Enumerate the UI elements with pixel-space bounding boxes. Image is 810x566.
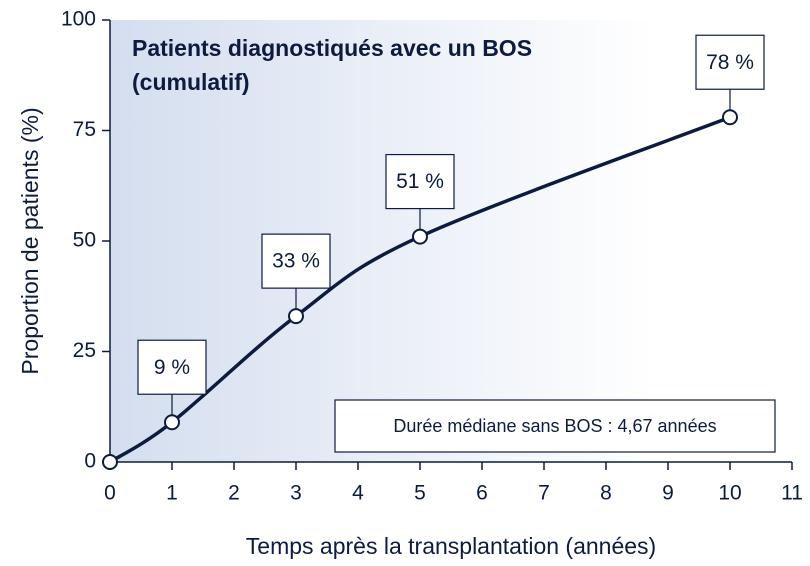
data-label: 78 % — [706, 51, 754, 74]
label-box — [261, 233, 331, 289]
data-point — [164, 414, 180, 431]
data-point — [412, 228, 428, 245]
data-point — [288, 308, 304, 325]
x-tick-label: 0 — [104, 482, 116, 505]
x-tick-label: 5 — [414, 482, 426, 505]
x-tick-label: 8 — [600, 482, 612, 505]
x-tick-label: 9 — [662, 482, 674, 505]
data-label: 9 % — [154, 356, 190, 379]
x-tick-label: 3 — [290, 482, 302, 505]
label-box — [695, 34, 765, 90]
annotation-box — [334, 399, 776, 453]
y-tick-label: 100 — [61, 8, 96, 31]
label-box — [385, 153, 455, 210]
plot-background — [110, 20, 792, 462]
data-label: 51 % — [396, 170, 444, 193]
y-axis-label: Proportion de patients (%) — [17, 107, 43, 374]
data-label: 33 % — [272, 250, 320, 273]
x-tick-label: 2 — [228, 482, 240, 505]
data-point — [722, 109, 738, 126]
y-tick-label: 50 — [73, 229, 96, 252]
annotation: Durée médiane sans BOS : 4,67 années — [393, 416, 716, 436]
label-box — [137, 339, 207, 395]
x-tick-label: 7 — [538, 482, 550, 505]
y-tick-label: 75 — [73, 118, 96, 141]
y-tick-label: 0 — [84, 450, 96, 473]
x-tick-label: 10 — [718, 482, 741, 505]
chart-title: Patients diagnostiqués avec un BOS — [132, 35, 532, 61]
x-tick-label: 11 — [781, 482, 803, 505]
y-tick-label: 25 — [73, 339, 96, 362]
x-tick-label: 6 — [476, 482, 488, 505]
x-tick-label: 1 — [166, 482, 178, 505]
data-point — [102, 454, 118, 470]
chart-title: (cumulatif) — [132, 69, 250, 95]
x-tick-label: 4 — [352, 482, 364, 505]
x-axis-label: Temps après la transplantation (années) — [246, 533, 656, 559]
